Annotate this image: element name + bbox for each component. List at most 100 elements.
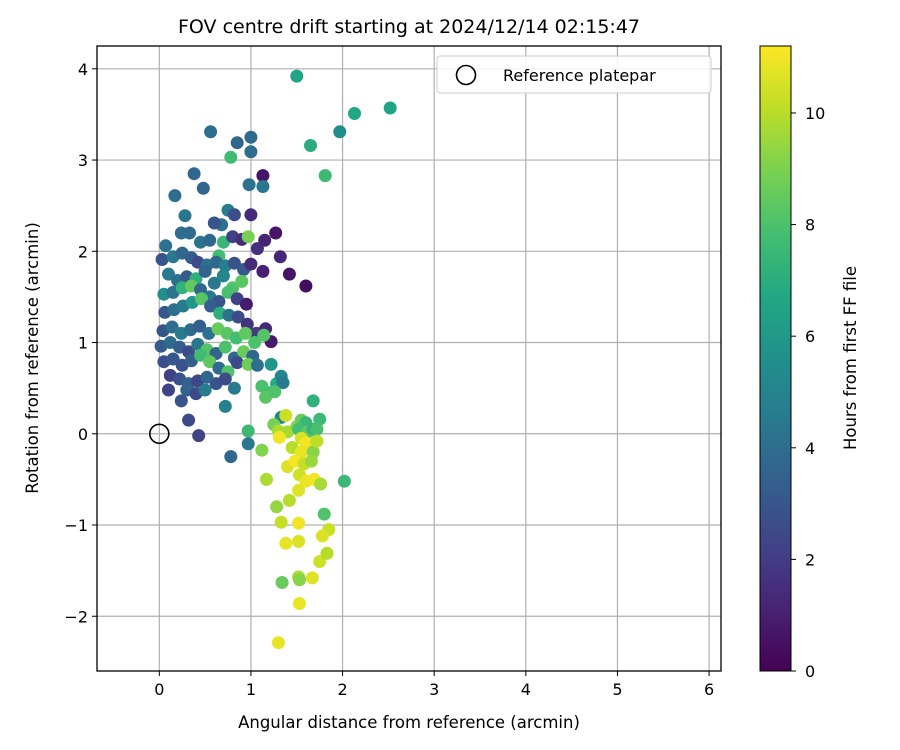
data-point xyxy=(293,597,306,610)
x-tick-label: 2 xyxy=(337,680,347,699)
data-point xyxy=(198,383,212,397)
data-point xyxy=(292,516,306,530)
data-point xyxy=(304,454,318,468)
data-point xyxy=(279,536,293,550)
data-point xyxy=(235,274,249,288)
data-point xyxy=(200,370,214,384)
data-point xyxy=(282,267,296,281)
data-point xyxy=(313,412,327,426)
data-point xyxy=(166,352,180,366)
x-tick-label: 1 xyxy=(246,680,256,699)
data-point xyxy=(218,372,232,386)
data-point xyxy=(315,529,329,543)
plot-frame xyxy=(96,45,722,672)
data-point xyxy=(271,636,285,650)
colorbar-tick-label: 8 xyxy=(805,216,815,235)
data-point xyxy=(292,534,306,548)
data-point xyxy=(204,125,218,139)
data-point xyxy=(241,230,255,244)
reference-platepar-marker xyxy=(149,423,170,445)
data-point xyxy=(230,136,244,150)
legend-box xyxy=(436,55,712,94)
data-point xyxy=(264,357,278,371)
data-point xyxy=(318,169,332,183)
data-point xyxy=(159,239,173,253)
data-point xyxy=(310,422,324,436)
data-point xyxy=(183,226,196,240)
y-axis-ticks: −2 −1 0 1 2 3 4 xyxy=(64,60,97,626)
data-point xyxy=(193,319,207,333)
data-point xyxy=(230,356,244,370)
data-point xyxy=(221,285,235,299)
data-point xyxy=(204,299,218,313)
data-point xyxy=(292,483,306,497)
colorbar-label: Hours from first FF file xyxy=(841,266,860,450)
data-point xyxy=(174,394,188,408)
data-point xyxy=(248,336,262,349)
data-point xyxy=(333,125,347,139)
data-point xyxy=(162,383,175,397)
data-point xyxy=(337,474,351,488)
y-tick-label: 0 xyxy=(78,425,88,444)
data-point xyxy=(279,409,293,422)
data-point xyxy=(239,297,253,311)
data-point xyxy=(187,167,201,181)
data-point xyxy=(194,348,207,362)
data-point xyxy=(242,178,256,192)
data-point xyxy=(256,264,270,278)
legend-marker-icon xyxy=(455,64,477,86)
data-point xyxy=(383,101,397,115)
y-tick-label: 3 xyxy=(78,151,88,170)
data-point xyxy=(305,571,319,585)
data-point xyxy=(256,180,270,193)
colorbar xyxy=(759,45,792,672)
legend-label: Reference platepar xyxy=(503,66,656,85)
data-point xyxy=(294,445,308,459)
data-point xyxy=(317,507,331,521)
data-point xyxy=(216,269,230,283)
x-tick-label: 6 xyxy=(704,680,714,699)
data-point xyxy=(218,340,232,354)
data-point xyxy=(241,437,255,451)
data-point xyxy=(275,576,289,589)
x-axis-label: Angular distance from reference (arcmin) xyxy=(238,713,580,732)
data-point xyxy=(276,376,290,390)
data-point xyxy=(299,279,313,293)
data-point xyxy=(255,443,269,457)
data-point xyxy=(244,145,258,159)
colorbar-tick-label: 6 xyxy=(805,327,815,346)
data-point xyxy=(165,320,179,334)
y-axis-label: Rotation from reference (arcmin) xyxy=(23,222,42,494)
y-tick-label: 4 xyxy=(78,60,88,79)
data-point xyxy=(268,385,282,399)
data-point xyxy=(192,429,206,443)
data-point xyxy=(310,434,324,448)
colorbar-tick-label: 4 xyxy=(805,439,815,458)
data-point xyxy=(227,208,241,222)
data-point xyxy=(198,264,212,278)
x-tick-label: 5 xyxy=(612,680,622,699)
data-point xyxy=(270,500,284,514)
x-tick-label: 3 xyxy=(429,680,439,699)
data-point xyxy=(231,310,245,324)
data-point xyxy=(304,139,317,152)
data-point xyxy=(178,209,192,223)
data-point xyxy=(320,546,334,560)
data-point xyxy=(260,472,273,486)
colorbar-tick-label: 0 xyxy=(805,662,815,681)
y-tick-label: 2 xyxy=(78,242,88,261)
colorbar-tick-label: 2 xyxy=(805,550,815,569)
data-point xyxy=(282,493,296,507)
data-point xyxy=(196,181,210,195)
chart-title: FOV centre drift starting at 2024/12/14 … xyxy=(178,16,640,38)
data-point xyxy=(258,233,272,247)
data-point xyxy=(218,399,232,413)
data-point xyxy=(274,515,288,529)
data-point xyxy=(182,413,196,427)
data-point xyxy=(244,208,258,222)
data-point xyxy=(257,328,271,342)
colorbar-ticks: 0 2 4 6 8 10 xyxy=(791,104,825,681)
data-point xyxy=(273,250,287,264)
y-tick-label: 1 xyxy=(78,334,88,353)
